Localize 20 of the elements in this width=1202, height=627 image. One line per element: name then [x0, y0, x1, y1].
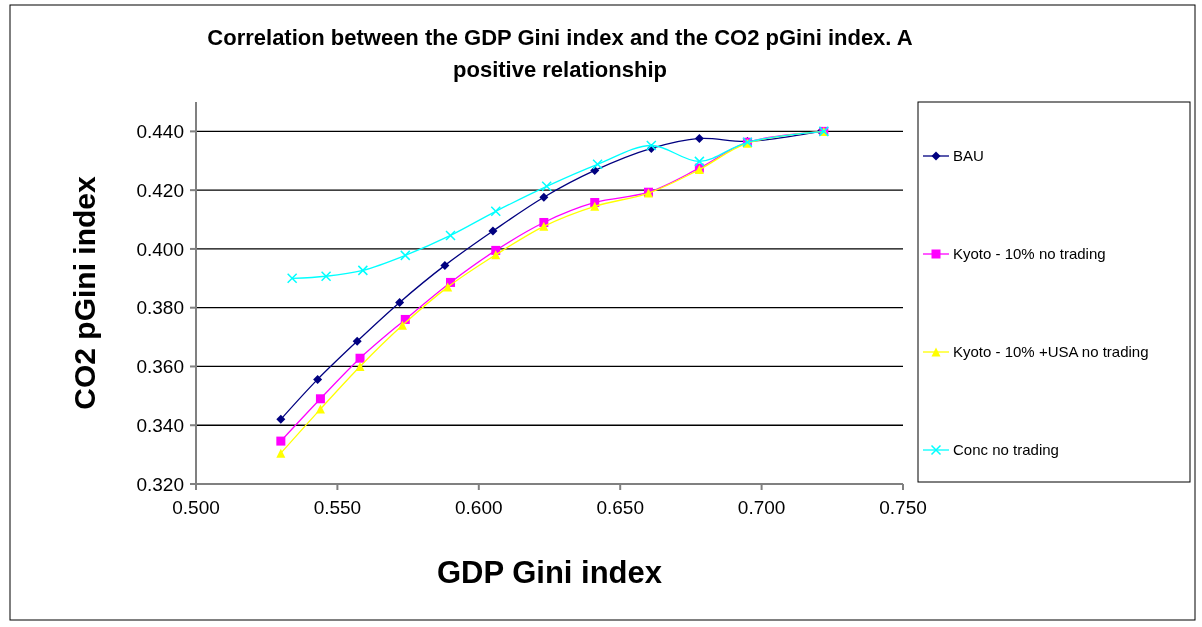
x-tick-label: 0.550 [313, 497, 362, 518]
legend-label: BAU [953, 147, 984, 165]
y-axis-title: CO2 pGini index [68, 176, 101, 410]
legend-label: Kyoto - 10% +USA no trading [953, 343, 1149, 361]
y-tick-label: 0.440 [136, 121, 184, 143]
y-tick-label: 0.400 [136, 238, 184, 260]
y-tick-label: 0.380 [136, 297, 184, 319]
x-axis-title: GDP Gini index [436, 555, 663, 590]
y-tick-label: 0.420 [136, 179, 184, 201]
chart-title: Correlation between the GDP Gini index and the CO2 pGini index. A positive relationship [207, 25, 913, 82]
y-tick-label: 0.340 [136, 414, 184, 436]
x-tick-label: 0.500 [172, 497, 220, 518]
legend-label: Conc no trading [953, 441, 1059, 459]
x-tick-label: 0.700 [737, 497, 786, 518]
y-tick-label: 0.320 [136, 473, 184, 495]
x-tick-label: 0.650 [596, 497, 644, 518]
y-tick-label: 0.360 [136, 356, 184, 378]
x-tick-label: 0.600 [455, 497, 503, 518]
x-tick-label: 0.750 [879, 497, 927, 518]
legend-label: Kyoto - 10% no trading [953, 245, 1106, 263]
